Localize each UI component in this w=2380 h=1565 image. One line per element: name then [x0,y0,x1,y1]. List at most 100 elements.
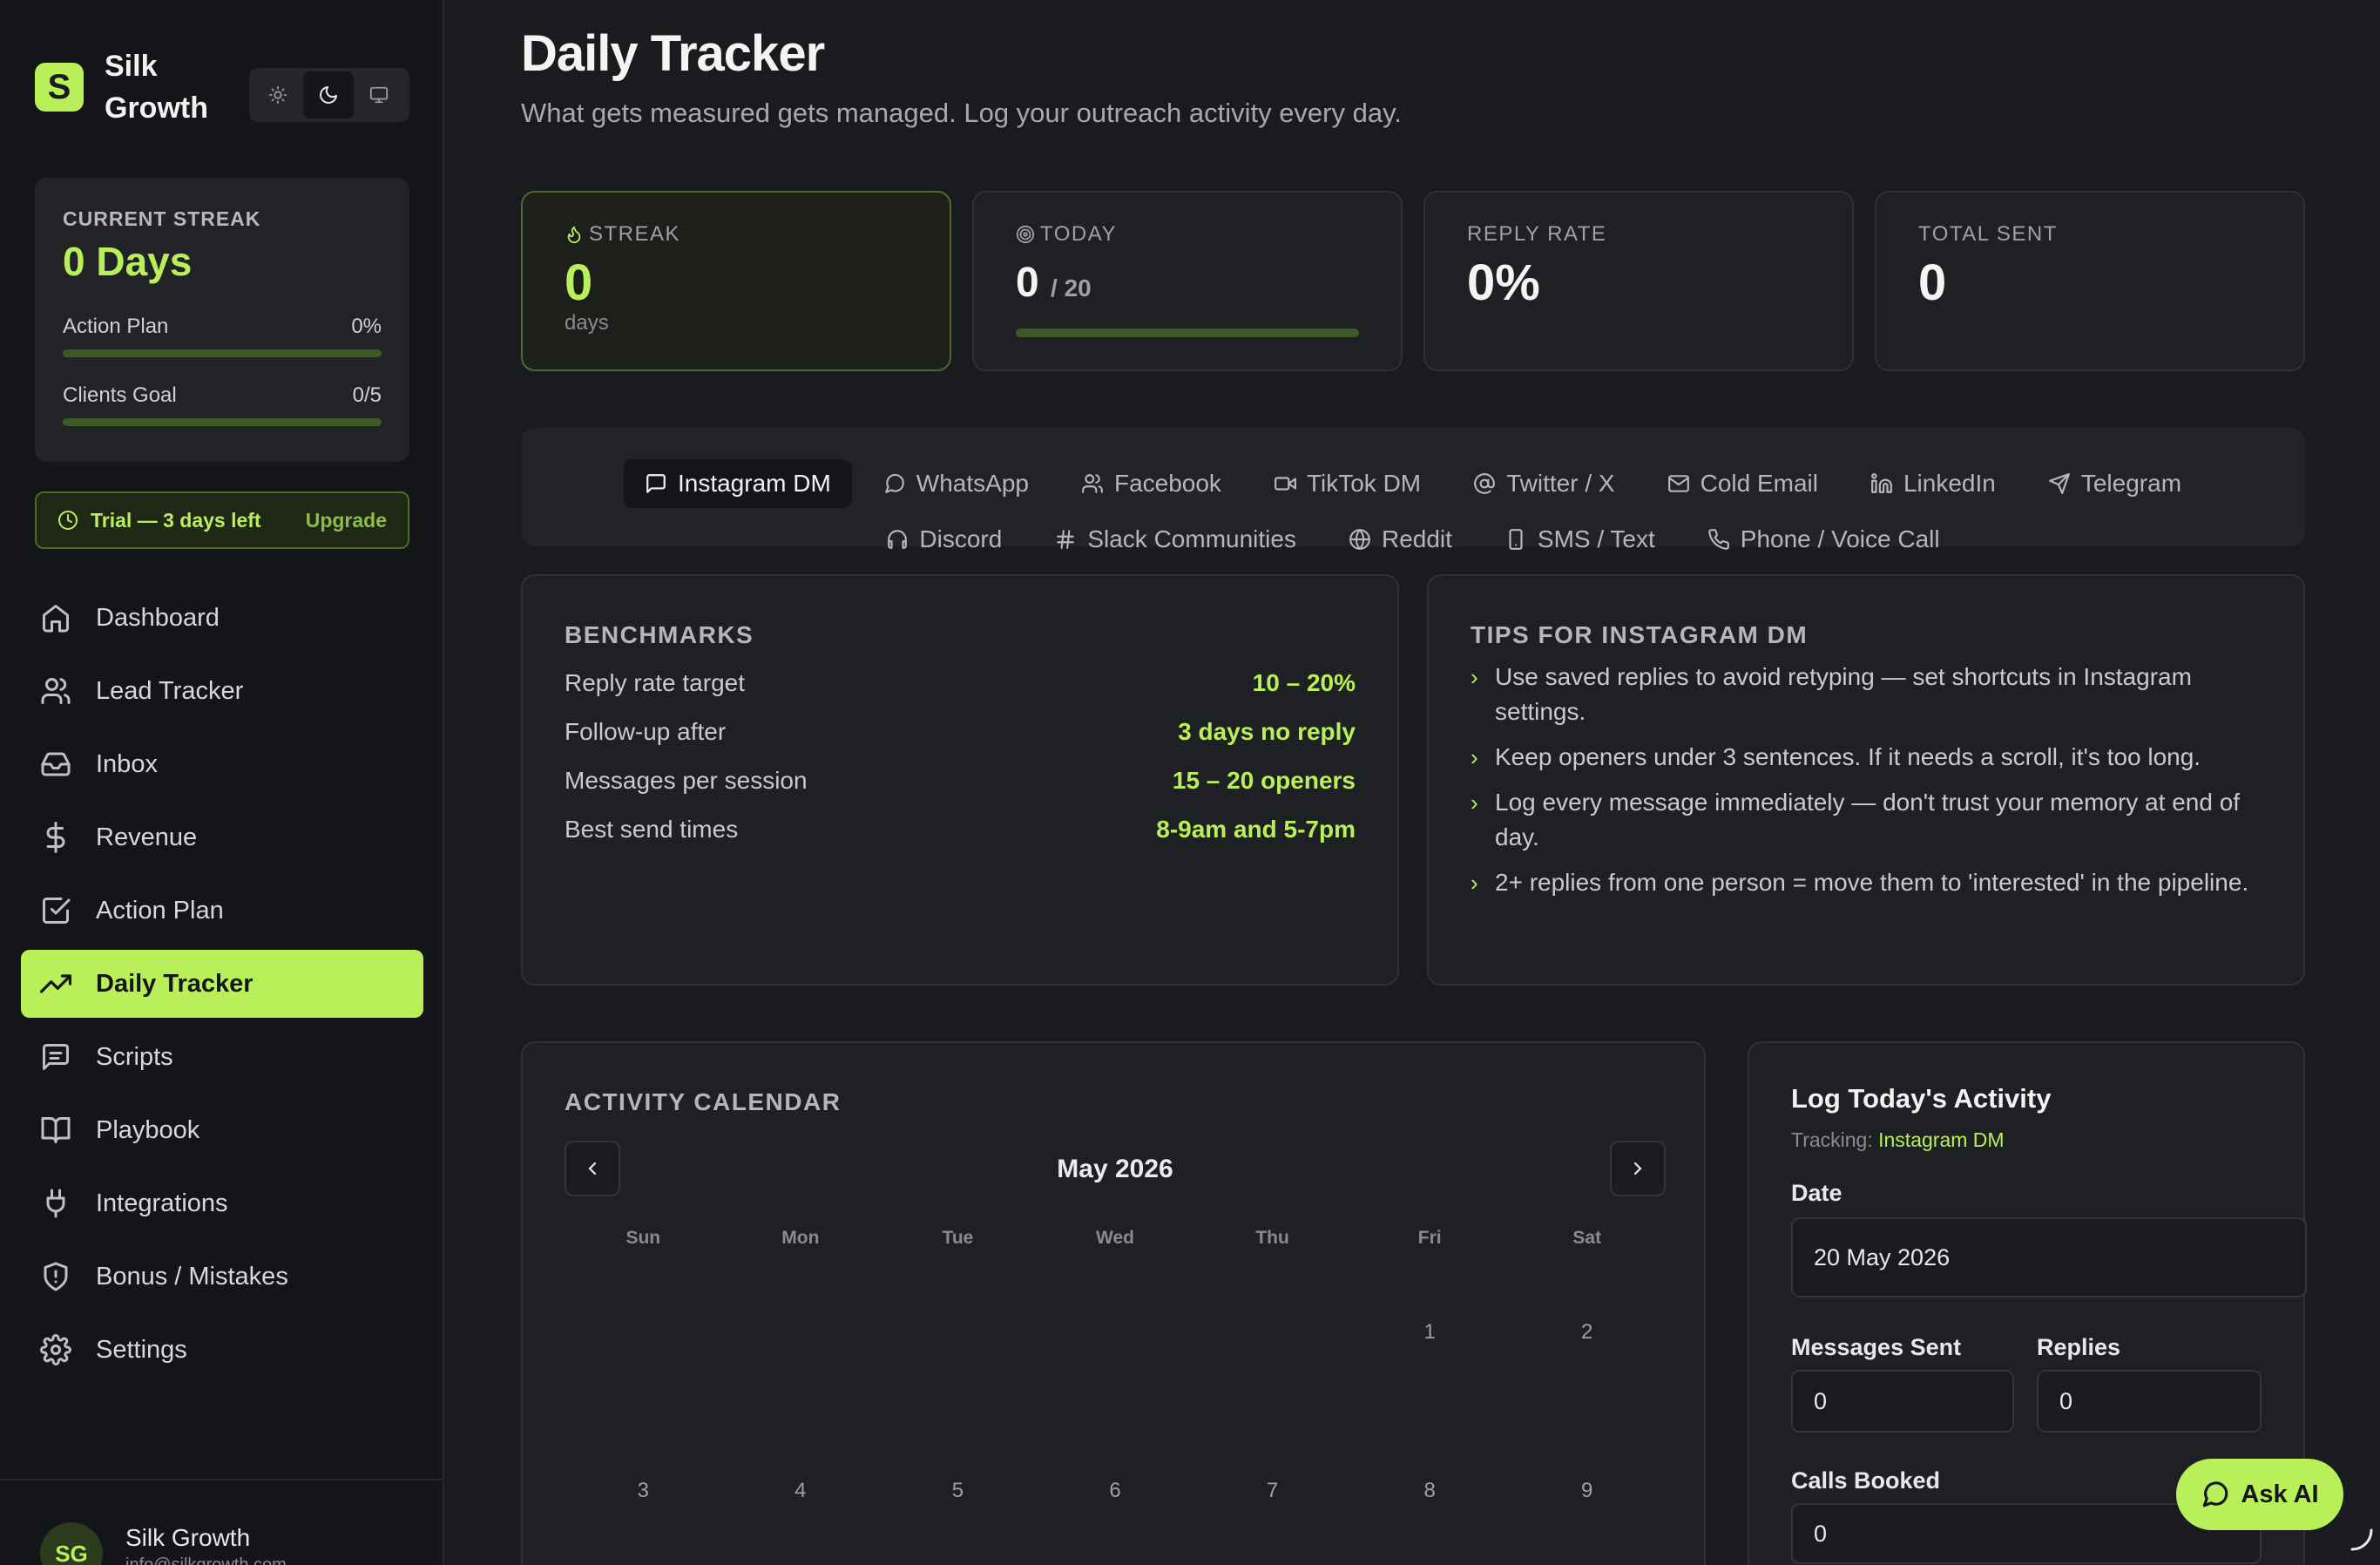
current-streak-card: CURRENT STREAK 0 Days Action Plan 0% Cli… [35,178,409,462]
benchmarks-list: Reply rate target 10 – 20% Follow-up afte… [565,668,1356,844]
sidebar-item-inbox[interactable]: Inbox [21,730,423,798]
benchmark-row: Reply rate target 10 – 20% [565,668,1356,698]
users-icon [1082,474,1103,493]
streak-card-value: 0 Days [63,239,193,284]
dark-theme-button[interactable] [303,71,354,119]
tab-whatsapp[interactable]: WhatsApp [862,459,1050,508]
calendar-day[interactable]: 2 [1581,1320,1593,1344]
brand[interactable]: S Silk Growth [35,45,227,129]
book-open-icon [41,1117,71,1143]
sidebar-item-action-plan[interactable]: Action Plan [21,877,423,945]
calendar-month: May 2026 [1057,1155,1173,1183]
next-month-button[interactable] [1610,1141,1666,1196]
tab-phone-voice-call[interactable]: Phone / Voice Call [1687,515,1961,564]
stat-label: TODAY [1040,222,1117,246]
messages-sent-input[interactable]: 0 [1791,1370,2014,1433]
sidebar-item-label: Bonus / Mistakes [96,1262,288,1291]
sidebar-item-lead-tracker[interactable]: Lead Tracker [21,657,423,725]
upgrade-link[interactable]: Upgrade [305,508,387,532]
tab-label: Facebook [1113,470,1221,497]
stat-value: 0 [1016,260,1039,306]
sidebar-nav: Dashboard Lead Tracker Inbox Revenue Act… [21,584,423,1389]
sidebar-item-daily-tracker[interactable]: Daily Tracker [21,950,423,1018]
user-profile[interactable]: SG Silk Growth info@silkgrowth.com [0,1479,444,1565]
replies-input[interactable]: 0 [2037,1370,2262,1433]
calendar-day[interactable]: 9 [1581,1479,1593,1502]
tip-text: Use saved replies to avoid retyping — se… [1495,663,2192,725]
calendar-day[interactable]: 4 [794,1479,807,1502]
system-theme-button[interactable] [354,71,404,119]
tab-sms-text[interactable]: SMS / Text [1484,515,1676,564]
tab-label: SMS / Text [1537,525,1655,552]
previous-month-button[interactable] [565,1141,620,1196]
clients-goal-label: Clients Goal [63,383,177,407]
tab-cold-email[interactable]: Cold Email [1646,459,1839,508]
sidebar-item-dashboard[interactable]: Dashboard [21,584,423,652]
send-icon [2048,473,2070,494]
sidebar-item-bonus-mistakes[interactable]: Bonus / Mistakes [21,1243,423,1311]
calendar-day-empty [722,1320,880,1479]
calendar-day[interactable]: 6 [1109,1479,1121,1502]
benchmarks-title: BENCHMARKS [565,621,754,648]
benchmark-label: Messages per session [565,767,808,794]
tab-telegram[interactable]: Telegram [2027,459,2202,508]
tab-discord[interactable]: Discord [865,515,1023,564]
page-title: Daily Tracker [521,25,825,82]
tab-twitter-x[interactable]: Twitter / X [1452,459,1635,508]
stat-card-today: TODAY 0 / 20 [972,191,1403,371]
action-plan-row: Action Plan 0% [63,315,382,339]
tab-instagram-dm[interactable]: Instagram DM [623,459,852,508]
chevron-right-icon: › [1471,870,1478,896]
tab-tiktok-dm[interactable]: TikTok DM [1253,459,1442,508]
tab-reddit[interactable]: Reddit [1328,515,1473,564]
mail-icon [1667,475,1689,492]
log-title: Log Today's Activity [1791,1083,2052,1114]
tab-facebook[interactable]: Facebook [1060,459,1242,508]
tip-text: 2+ replies from one person = move them t… [1495,869,2249,896]
stat-label-row: STREAK [565,222,908,247]
calendar-day[interactable]: 7 [1266,1479,1279,1502]
sidebar-item-label: Playbook [96,1115,200,1144]
streak-card-label: CURRENT STREAK [63,207,261,230]
calendar-day-empty [1037,1320,1194,1479]
sidebar-item-scripts[interactable]: Scripts [21,1023,423,1091]
sidebar-item-integrations[interactable]: Integrations [21,1169,423,1237]
benchmark-label: Reply rate target [565,669,745,696]
date-field[interactable]: 20 May 2026 [1791,1217,2307,1297]
shield-alert-icon [44,1262,68,1291]
ask-ai-button[interactable]: Ask AI [2176,1459,2343,1530]
tracking-label: Tracking: [1791,1128,1873,1151]
sidebar-item-settings[interactable]: Settings [21,1316,423,1384]
replies-group: Replies 0 [2037,1334,2262,1433]
light-theme-button[interactable] [253,71,303,119]
tab-label: LinkedIn [1903,470,1996,497]
smartphone-icon [1509,529,1523,550]
sidebar: S Silk Growth CURRENT STREAK 0 Days Acti… [0,0,444,1565]
weekday-label: Mon [781,1228,820,1248]
home-icon [43,605,69,633]
chevron-right-icon [1633,1162,1642,1175]
ask-ai-label: Ask AI [2241,1480,2319,1508]
chat-icon [2203,1481,2228,1507]
tab-slack-communities[interactable]: Slack Communities [1033,515,1317,564]
tab-label: Cold Email [1700,470,1818,497]
sun-icon [268,85,287,105]
stat-value: 0 [565,254,593,311]
stat-value-row: 0 / 20 [1016,255,1359,316]
sidebar-item-label: Action Plan [96,896,224,925]
calendar-day[interactable]: 1 [1423,1320,1436,1344]
weekday-label: Thu [1255,1228,1289,1248]
calendar-day[interactable]: 8 [1423,1479,1436,1502]
tip-text: Log every message immediately — don't tr… [1495,789,2241,850]
today-progress-bar [1016,329,1359,337]
calendar-day[interactable]: 3 [637,1479,649,1502]
counts-row: Messages Sent 0 Replies 0 [1791,1334,2262,1433]
tab-linkedin[interactable]: LinkedIn [1849,459,2017,508]
linkedin-icon [1871,473,1892,493]
tab-label: Reddit [1381,525,1452,552]
sidebar-item-playbook[interactable]: Playbook [21,1096,423,1164]
calendar-day[interactable]: 5 [951,1479,964,1502]
tab-label: Twitter / X [1506,470,1615,497]
channel-tabs-row: Discord Slack Communities Reddit SMS / T… [521,515,2305,564]
sidebar-item-revenue[interactable]: Revenue [21,803,423,871]
